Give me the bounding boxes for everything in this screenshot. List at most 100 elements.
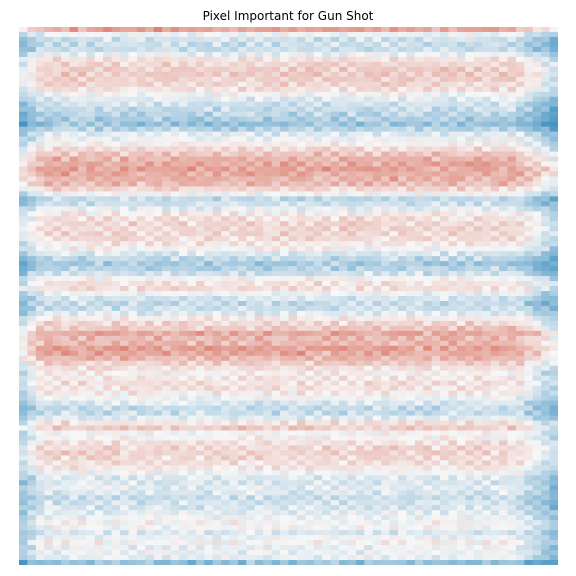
heatmap-cell — [229, 291, 239, 297]
heatmap-cell — [490, 236, 500, 242]
heatmap-cell — [69, 116, 79, 123]
heatmap-cell — [364, 236, 374, 242]
heatmap-cell — [128, 350, 138, 357]
heatmap-cell — [322, 261, 332, 267]
heatmap-cell — [69, 271, 79, 277]
heatmap-cell — [162, 186, 172, 192]
heatmap-cell — [187, 206, 197, 212]
heatmap-cell — [77, 61, 87, 68]
heatmap-cell — [389, 76, 399, 83]
heatmap-cell — [103, 141, 113, 148]
heatmap-cell — [204, 236, 214, 242]
heatmap-cell — [35, 31, 45, 38]
heatmap-cell — [465, 151, 475, 158]
heatmap-cell — [221, 166, 231, 173]
heatmap-cell — [347, 176, 357, 183]
heatmap-cell — [549, 141, 558, 148]
heatmap-cell — [27, 395, 37, 402]
heatmap-cell — [94, 315, 104, 322]
heatmap-cell — [35, 251, 45, 257]
heatmap-cell — [212, 171, 222, 178]
heatmap-cell — [456, 191, 466, 197]
heatmap-cell — [237, 41, 247, 48]
heatmap-cell — [136, 390, 146, 397]
heatmap-cell — [532, 281, 542, 287]
heatmap-cell — [170, 380, 180, 387]
heatmap-cell — [145, 365, 155, 372]
heatmap-cell — [229, 116, 239, 123]
heatmap-cell — [229, 410, 239, 417]
heatmap-cell — [94, 335, 104, 342]
heatmap-cell — [212, 56, 222, 63]
heatmap-cell — [330, 236, 340, 242]
heatmap-cell — [19, 370, 29, 377]
heatmap-cell — [313, 111, 323, 118]
heatmap-cell — [330, 300, 340, 307]
heatmap-cell — [35, 161, 45, 168]
heatmap-cell — [431, 226, 441, 232]
heatmap-cell — [195, 385, 205, 392]
heatmap-cell — [397, 191, 407, 197]
heatmap-cell — [364, 395, 374, 402]
heatmap-cell — [195, 355, 205, 362]
heatmap-cell — [355, 141, 365, 148]
heatmap-cell — [381, 161, 391, 168]
heatmap-cell — [195, 191, 205, 197]
heatmap-cell — [322, 116, 332, 123]
heatmap-cell — [473, 300, 483, 307]
heatmap-cell — [237, 261, 247, 267]
heatmap-cell — [153, 126, 163, 133]
heatmap-cell — [490, 181, 500, 188]
heatmap-cell — [465, 296, 475, 302]
heatmap-cell — [499, 256, 509, 262]
heatmap-cell — [44, 291, 54, 297]
heatmap-cell — [414, 121, 424, 128]
heatmap-cell — [19, 310, 29, 317]
heatmap-cell — [440, 131, 450, 138]
heatmap-cell — [389, 340, 399, 347]
heatmap-cell — [69, 405, 79, 412]
heatmap-cell — [381, 111, 391, 118]
heatmap-cell — [162, 385, 172, 392]
heatmap-cell — [44, 310, 54, 317]
heatmap-cell — [406, 66, 416, 73]
heatmap-cell — [414, 380, 424, 387]
heatmap-cell — [19, 141, 29, 148]
heatmap-cell — [473, 146, 483, 153]
heatmap-cell — [229, 161, 239, 168]
heatmap-cell — [195, 226, 205, 232]
heatmap-cell — [347, 320, 357, 327]
heatmap-cell — [456, 310, 466, 317]
heatmap-cell — [27, 101, 37, 108]
heatmap-cell — [61, 355, 71, 362]
heatmap-cell — [288, 286, 298, 292]
heatmap-cell — [136, 141, 146, 148]
heatmap-cell — [431, 375, 441, 382]
heatmap-cell — [280, 186, 290, 192]
heatmap-cell — [86, 305, 96, 312]
heatmap-cell — [448, 315, 458, 322]
heatmap-cell — [204, 340, 214, 347]
heatmap-cell — [347, 355, 357, 362]
heatmap-cell — [229, 106, 239, 113]
heatmap-cell — [153, 56, 163, 63]
heatmap-cell — [381, 36, 391, 43]
heatmap-cell — [27, 166, 37, 173]
heatmap-cell — [507, 300, 517, 307]
heatmap-cell — [120, 271, 130, 277]
heatmap-cell — [524, 46, 534, 53]
heatmap-cell — [339, 261, 349, 267]
heatmap-cell — [305, 61, 315, 68]
heatmap-cell — [254, 51, 264, 58]
heatmap-cell — [296, 246, 306, 252]
heatmap-cell — [179, 325, 189, 332]
heatmap-cell — [305, 385, 315, 392]
heatmap-cell — [27, 126, 37, 133]
heatmap-cell — [397, 161, 407, 168]
heatmap-cell — [35, 226, 45, 232]
heatmap-cell — [170, 221, 180, 227]
heatmap-cell — [515, 266, 525, 272]
heatmap-cell — [313, 276, 323, 282]
heatmap-cell — [339, 76, 349, 83]
heatmap-cell — [179, 256, 189, 262]
